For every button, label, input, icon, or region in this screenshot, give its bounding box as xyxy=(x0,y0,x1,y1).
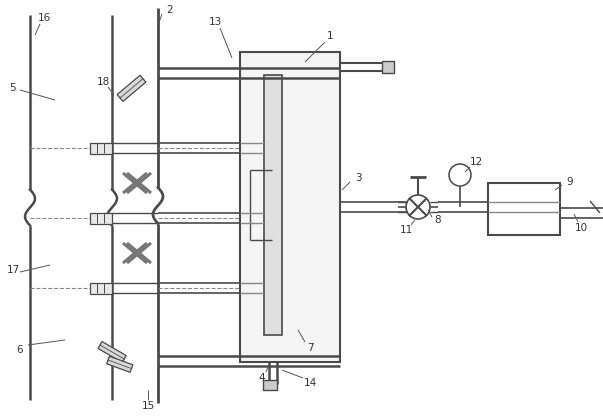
Bar xyxy=(264,75,282,335)
Text: 16: 16 xyxy=(37,13,51,23)
Text: 9: 9 xyxy=(567,177,573,187)
Text: 12: 12 xyxy=(469,157,482,167)
Text: 10: 10 xyxy=(575,223,587,233)
Polygon shape xyxy=(107,356,133,372)
Text: 18: 18 xyxy=(96,77,110,87)
Bar xyxy=(263,380,277,390)
Text: 1: 1 xyxy=(327,31,333,41)
Polygon shape xyxy=(117,75,146,101)
Text: 5: 5 xyxy=(10,83,16,93)
Text: 17: 17 xyxy=(7,265,20,275)
Polygon shape xyxy=(98,342,126,362)
Text: 14: 14 xyxy=(303,378,317,388)
Bar xyxy=(488,183,560,235)
Text: 15: 15 xyxy=(141,401,154,411)
Text: 2: 2 xyxy=(166,5,173,15)
Text: 11: 11 xyxy=(399,225,412,235)
Text: 7: 7 xyxy=(307,343,314,353)
Text: 4: 4 xyxy=(259,373,265,383)
Text: 8: 8 xyxy=(435,215,441,225)
Text: 3: 3 xyxy=(355,173,361,183)
Bar xyxy=(90,143,112,154)
Text: 6: 6 xyxy=(17,345,24,355)
Bar xyxy=(90,213,112,224)
Bar xyxy=(382,61,394,73)
Bar xyxy=(240,52,340,362)
Bar xyxy=(90,283,112,294)
Text: 13: 13 xyxy=(209,17,222,27)
